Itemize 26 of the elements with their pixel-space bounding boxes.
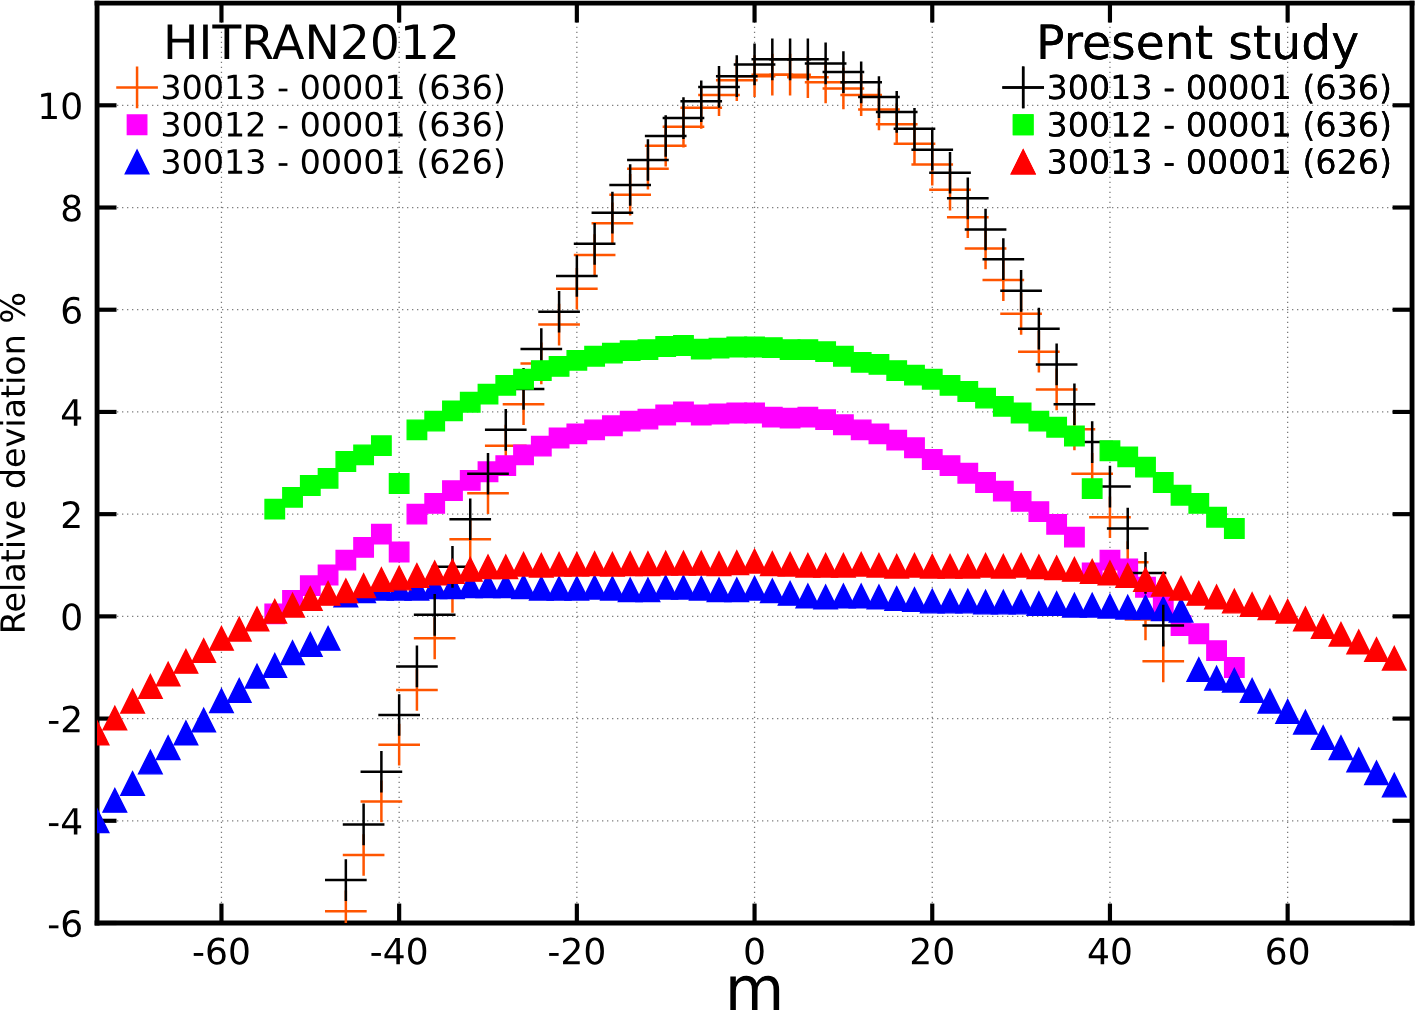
x-tick-label: 40 bbox=[1088, 937, 1131, 965]
legend-label: 30013 - 00001 (626) bbox=[162, 148, 504, 179]
y-tick-label: -2 bbox=[48, 705, 80, 733]
y-tick-label: 0 bbox=[62, 603, 81, 631]
x-axis-title: m bbox=[730, 975, 780, 1010]
y-tick-label: 4 bbox=[61, 399, 82, 426]
x-tick-label: -60 bbox=[193, 937, 249, 965]
y-tick-label: 2 bbox=[62, 501, 80, 528]
y-tick-label: -6 bbox=[48, 909, 81, 938]
y-axis-title: Relative deviation % bbox=[0, 293, 26, 631]
x-tick-label: 0 bbox=[745, 937, 764, 965]
y-tick-label: -4 bbox=[48, 808, 82, 835]
legend-label: 30012 - 00001 (636) bbox=[162, 111, 504, 141]
x-tick-label: 20 bbox=[911, 937, 953, 965]
legend-label: 30013 - 00001 (636) bbox=[162, 73, 504, 104]
text: Present study bbox=[1040, 23, 1358, 69]
x-tick-label: -20 bbox=[549, 937, 604, 965]
x-tick-label: 60 bbox=[1267, 937, 1309, 965]
x-tick-label: -40 bbox=[371, 937, 427, 965]
legend-label: 30013 - 00001 (626) bbox=[1049, 148, 1390, 179]
y-tick-label: 8 bbox=[62, 194, 81, 222]
legend-label: 30012 - 00001 (636) bbox=[1049, 111, 1390, 141]
legend-label: 30013 - 00001 (636) bbox=[1049, 73, 1390, 104]
y-tick-label: 6 bbox=[62, 296, 81, 324]
y-tick-label: 10 bbox=[41, 92, 81, 120]
text: HITRAN2012 bbox=[167, 23, 456, 60]
